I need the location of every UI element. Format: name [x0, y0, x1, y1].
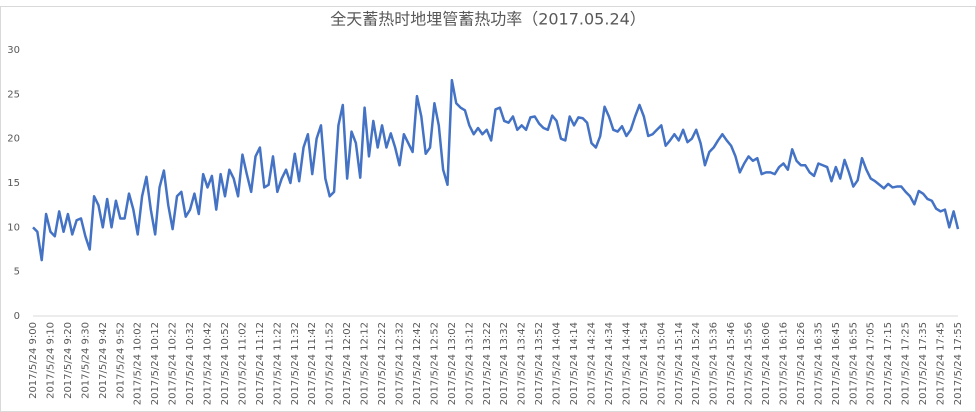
- y-tick-label: 10: [7, 222, 20, 233]
- x-tick-label: 2017/5/24 12:32: [395, 322, 406, 405]
- x-tick-label: 2017/5/24 9:00: [28, 322, 39, 399]
- chart-title: 全天蓄热时地埋管蓄热功率（2017.05.24）: [330, 10, 646, 29]
- x-tick-label: 2017/5/24 13:52: [534, 322, 545, 405]
- x-tick-label: 2017/5/24 16:26: [796, 322, 807, 405]
- x-tick-label: 2017/5/24 10:02: [133, 322, 144, 405]
- y-tick-label: 20: [7, 134, 20, 145]
- data-line: [32, 78, 960, 262]
- x-tick-label: 2017/5/24 16:55: [848, 322, 859, 405]
- x-tick-label: 2017/5/24 12:52: [429, 322, 440, 405]
- x-tick-label: 2017/5/24 10:22: [168, 322, 179, 405]
- x-tick-label: 2017/5/24 10:12: [150, 322, 161, 405]
- x-tick-label: 2017/5/24 15:14: [674, 322, 685, 405]
- x-tick-label: 2017/5/24 17:25: [901, 322, 912, 405]
- y-tick-label: 0: [14, 311, 20, 322]
- x-tick-label: 2017/5/24 17:35: [918, 322, 929, 405]
- x-tick-label: 2017/5/24 15:04: [656, 322, 667, 405]
- x-tick-label: 2017/5/24 9:20: [63, 322, 74, 399]
- chart-frame: [0, 6, 976, 412]
- x-tick-label: 2017/5/24 14:04: [552, 322, 563, 405]
- x-tick-label: 2017/5/24 10:32: [185, 322, 196, 405]
- y-tick-label: 30: [7, 45, 20, 56]
- x-tick-label: 2017/5/24 11:22: [272, 322, 283, 405]
- x-tick-label: 2017/5/24 13:22: [482, 322, 493, 405]
- x-tick-label: 2017/5/24 15:46: [726, 322, 737, 405]
- x-tick-label: 2017/5/24 14:54: [639, 322, 650, 405]
- x-tick-label: 2017/5/24 11:42: [307, 322, 318, 405]
- x-tick-label: 2017/5/24 13:12: [464, 322, 475, 405]
- x-tick-label: 2017/5/24 16:16: [778, 322, 789, 405]
- x-tick-label: 2017/5/24 12:12: [360, 322, 371, 405]
- x-tick-label: 2017/5/24 14:24: [586, 322, 597, 405]
- x-tick-label: 2017/5/24 9:42: [98, 322, 109, 399]
- x-tick-label: 2017/5/24 10:52: [220, 322, 231, 405]
- x-tick-label: 2017/5/24 11:32: [290, 322, 301, 405]
- x-tick-label: 2017/5/24 14:44: [621, 322, 632, 405]
- x-tick-label: 2017/5/24 12:02: [342, 322, 353, 405]
- x-tick-label: 2017/5/24 16:35: [813, 322, 824, 405]
- x-tick-label: 2017/5/24 15:24: [691, 322, 702, 405]
- x-tick-label: 2017/5/24 15:36: [709, 322, 720, 405]
- x-tick-label: 2017/5/24 10:42: [203, 322, 214, 405]
- x-tick-label: 2017/5/24 12:42: [412, 322, 423, 405]
- x-tick-label: 2017/5/24 11:12: [255, 322, 266, 405]
- x-tick-label: 2017/5/24 14:14: [569, 322, 580, 405]
- x-tick-label: 2017/5/24 16:06: [761, 322, 772, 405]
- x-tick-label: 2017/5/24 13:02: [447, 322, 458, 405]
- x-tick-label: 2017/5/24 9:52: [115, 322, 126, 399]
- x-tick-label: 2017/5/24 14:34: [604, 322, 615, 405]
- x-tick-label: 2017/5/24 9:10: [45, 322, 56, 399]
- x-tick-label: 2017/5/24 16:45: [831, 322, 842, 405]
- x-tick-label: 2017/5/24 17:45: [936, 322, 947, 405]
- x-tick-label: 2017/5/24 13:42: [517, 322, 528, 405]
- x-tick-label: 2017/5/24 11:02: [237, 322, 248, 405]
- x-tick-label: 2017/5/24 17:15: [883, 322, 894, 405]
- x-tick-label: 2017/5/24 12:22: [377, 322, 388, 405]
- x-tick-label: 2017/5/24 17:05: [866, 322, 877, 405]
- y-tick-label: 5: [14, 267, 20, 278]
- x-tick-label: 2017/5/24 17:55: [953, 322, 964, 405]
- y-tick-label: 25: [7, 89, 20, 100]
- x-tick-label: 2017/5/24 15:56: [744, 322, 755, 405]
- x-tick-label: 2017/5/24 13:32: [499, 322, 510, 405]
- x-tick-label: 2017/5/24 11:52: [325, 322, 336, 405]
- x-tick-label: 2017/5/24 9:30: [80, 322, 91, 399]
- y-tick-label: 15: [7, 178, 20, 189]
